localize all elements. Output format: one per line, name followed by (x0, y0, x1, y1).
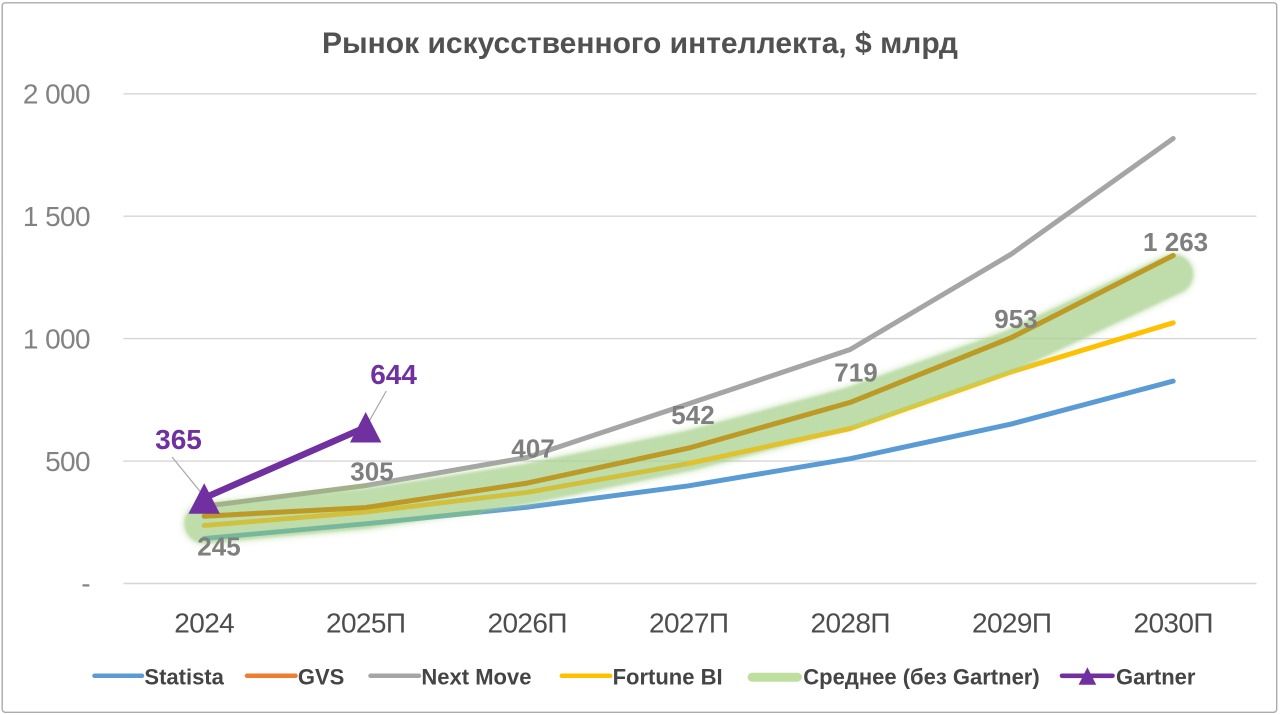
svg-text:2026П: 2026П (487, 608, 566, 639)
svg-text:Рынок искусственного интеллект: Рынок искусственного интеллекта, $ млрд (322, 27, 958, 60)
svg-text:2024: 2024 (174, 608, 234, 639)
svg-text:500: 500 (45, 446, 90, 477)
svg-text:305: 305 (350, 457, 393, 487)
svg-text:2 000: 2 000 (23, 79, 90, 110)
svg-text:1 000: 1 000 (23, 323, 90, 354)
svg-text:365: 365 (155, 424, 202, 455)
svg-text:Gartner: Gartner (1116, 665, 1196, 690)
svg-text:2029П: 2029П (972, 608, 1051, 639)
svg-text:Statista: Statista (144, 665, 224, 690)
svg-text:2027П: 2027П (649, 608, 728, 639)
svg-text:-: - (81, 568, 90, 599)
svg-text:2030П: 2030П (1133, 608, 1212, 639)
svg-text:953: 953 (994, 304, 1037, 334)
svg-text:Fortune BI: Fortune BI (613, 665, 723, 690)
svg-text:1 263: 1 263 (1143, 227, 1208, 257)
svg-text:2028П: 2028П (810, 608, 889, 639)
svg-text:2025П: 2025П (326, 608, 405, 639)
svg-text:Next Move: Next Move (421, 665, 531, 690)
svg-text:644: 644 (370, 359, 417, 390)
svg-text:407: 407 (511, 434, 554, 464)
svg-text:GVS: GVS (298, 665, 344, 690)
svg-text:542: 542 (671, 400, 714, 430)
svg-text:719: 719 (834, 358, 877, 388)
svg-text:1 500: 1 500 (23, 201, 90, 232)
svg-text:245: 245 (197, 532, 240, 562)
svg-text:Среднее (без Gartner): Среднее (без Gartner) (803, 665, 1039, 690)
